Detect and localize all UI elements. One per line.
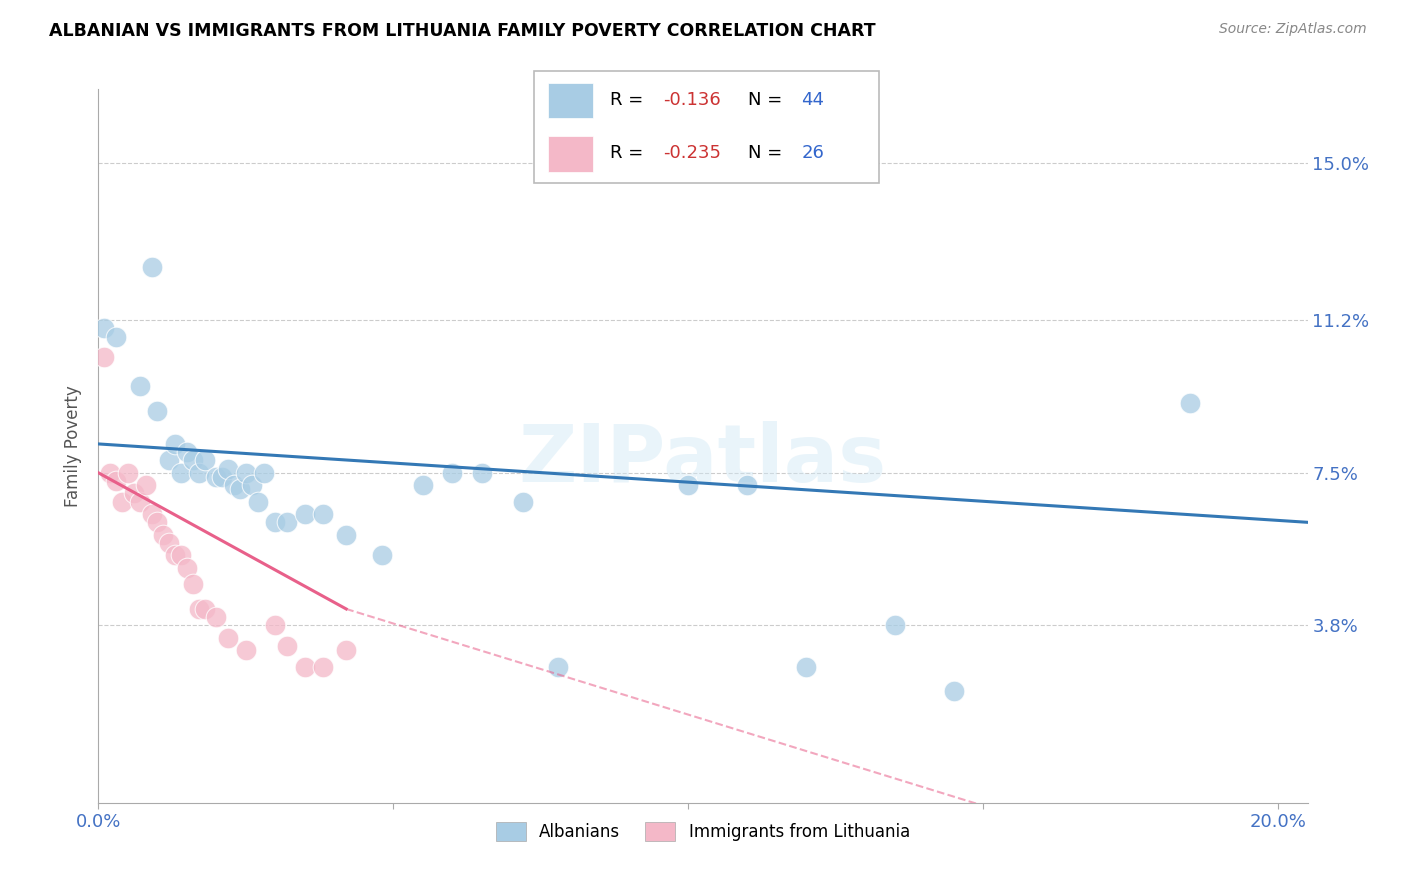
Point — [187, 466, 209, 480]
Point — [942, 684, 965, 698]
Point — [146, 516, 169, 530]
Point — [246, 494, 269, 508]
Point — [229, 483, 252, 497]
Point — [128, 379, 150, 393]
Point — [235, 466, 257, 480]
Point — [735, 478, 758, 492]
Point — [152, 527, 174, 541]
Point — [311, 507, 333, 521]
Point — [276, 639, 298, 653]
Point — [98, 466, 121, 480]
Text: -0.136: -0.136 — [664, 91, 721, 109]
Point — [165, 437, 187, 451]
Point — [181, 577, 204, 591]
Bar — [548, 136, 593, 171]
Bar — [548, 83, 593, 119]
Point — [222, 478, 245, 492]
Text: 26: 26 — [801, 145, 824, 162]
Point — [187, 602, 209, 616]
Point — [471, 466, 494, 480]
Point — [105, 329, 128, 343]
Point — [157, 536, 180, 550]
Point — [294, 659, 316, 673]
Y-axis label: Family Poverty: Family Poverty — [65, 385, 83, 507]
Point — [335, 527, 357, 541]
Legend: Albanians, Immigrants from Lithuania: Albanians, Immigrants from Lithuania — [489, 815, 917, 848]
Point — [211, 470, 233, 484]
Point — [311, 659, 333, 673]
Point — [93, 321, 115, 335]
Point — [111, 494, 134, 508]
Point — [441, 466, 464, 480]
Point — [93, 351, 115, 365]
Point — [264, 618, 287, 632]
Point — [235, 643, 257, 657]
Text: R =: R = — [610, 91, 650, 109]
Text: ALBANIAN VS IMMIGRANTS FROM LITHUANIA FAMILY POVERTY CORRELATION CHART: ALBANIAN VS IMMIGRANTS FROM LITHUANIA FA… — [49, 22, 876, 40]
Text: -0.235: -0.235 — [664, 145, 721, 162]
Point — [157, 453, 180, 467]
Point — [217, 461, 239, 475]
Point — [294, 507, 316, 521]
Text: N =: N = — [748, 145, 787, 162]
Point — [412, 478, 434, 492]
Point — [794, 659, 817, 673]
Point — [122, 486, 145, 500]
Point — [205, 610, 228, 624]
Point — [194, 602, 217, 616]
Point — [252, 466, 274, 480]
Point — [165, 549, 187, 563]
Point — [264, 516, 287, 530]
Text: ZIPatlas: ZIPatlas — [519, 421, 887, 500]
Point — [678, 478, 700, 492]
Point — [146, 404, 169, 418]
Point — [276, 516, 298, 530]
Text: N =: N = — [748, 91, 787, 109]
Point — [240, 478, 263, 492]
Text: 44: 44 — [801, 91, 824, 109]
FancyBboxPatch shape — [534, 71, 879, 183]
Point — [883, 618, 905, 632]
Point — [141, 507, 163, 521]
Point — [105, 474, 128, 488]
Text: Source: ZipAtlas.com: Source: ZipAtlas.com — [1219, 22, 1367, 37]
Point — [128, 494, 150, 508]
Point — [170, 549, 193, 563]
Point — [217, 631, 239, 645]
Point — [335, 643, 357, 657]
Point — [512, 494, 534, 508]
Point — [176, 560, 198, 574]
Point — [1178, 395, 1201, 409]
Point — [181, 453, 204, 467]
Point — [176, 445, 198, 459]
Text: R =: R = — [610, 145, 650, 162]
Point — [141, 260, 163, 274]
Point — [135, 478, 157, 492]
Point — [547, 659, 569, 673]
Point — [370, 549, 392, 563]
Point — [194, 453, 217, 467]
Point — [205, 470, 228, 484]
Point — [117, 466, 139, 480]
Point — [170, 466, 193, 480]
